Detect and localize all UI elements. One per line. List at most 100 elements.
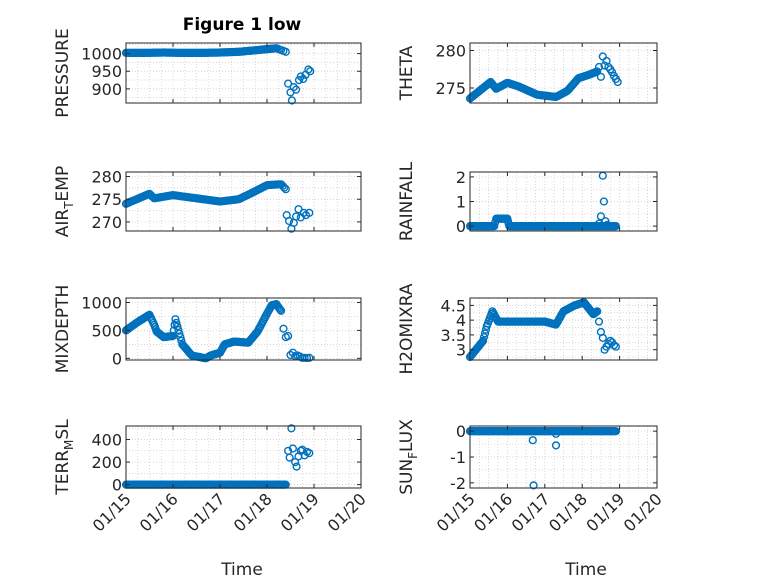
- data-point: [172, 318, 181, 327]
- data-point: [593, 67, 602, 76]
- data-point: [478, 337, 487, 347]
- y-tick-label: 2: [456, 168, 466, 187]
- axes-box: [469, 297, 658, 361]
- data-point: [598, 333, 607, 343]
- y-tick-label: 1000: [81, 293, 122, 312]
- data-point: [599, 197, 609, 206]
- data-point: [479, 333, 489, 342]
- y-tick-label: 270: [91, 213, 122, 232]
- y-tick-label: 4.5: [441, 296, 466, 315]
- data-point: [528, 436, 537, 445]
- y-axis-label: PRESSURE: [53, 28, 73, 117]
- y-tick-label: 3.5: [441, 326, 466, 345]
- data-point: [281, 47, 290, 56]
- data-point: [279, 324, 288, 333]
- data-point: [287, 424, 296, 433]
- data-point: [594, 317, 604, 326]
- data-point: [175, 329, 184, 338]
- subplot-mixdepth: 0 500 1000 MIXDEPTH: [53, 285, 362, 374]
- y-tick-label: 0: [112, 349, 122, 368]
- y-axis-label: AIRTEMP: [53, 166, 76, 237]
- data-point: [611, 222, 621, 231]
- data-point: [174, 325, 183, 335]
- y-tick-label: 500: [91, 321, 122, 340]
- y-tick-label: 950: [91, 62, 122, 81]
- data-point: [292, 462, 301, 471]
- y-tick-label: 280: [435, 42, 466, 61]
- figure-title: Figure 1 low: [183, 15, 302, 35]
- y-tick-label: 1000: [81, 45, 122, 64]
- y-tick-label: -1: [450, 448, 466, 467]
- data-point: [529, 481, 538, 490]
- data-point: [551, 441, 561, 450]
- data-point: [296, 72, 305, 81]
- data-point: [299, 74, 308, 84]
- data-point: [305, 353, 314, 362]
- axes-box: [125, 425, 362, 489]
- subplot-rainfall: 0 1 2 RAINFALL: [397, 161, 658, 241]
- data-point: [288, 444, 298, 453]
- y-tick-label: 275: [91, 190, 122, 209]
- data-point: [173, 322, 182, 331]
- axes-box: [469, 42, 658, 104]
- axes-box: [125, 171, 362, 232]
- y-tick-label: 0: [456, 422, 466, 441]
- data-point: [591, 308, 600, 317]
- y-axis-label: TERRMSL: [53, 419, 76, 496]
- data-point: [176, 333, 185, 342]
- y-tick-label: 280: [91, 168, 122, 187]
- y-tick-label: 3: [456, 341, 466, 360]
- y-tick-label: 275: [435, 79, 466, 98]
- data-point: [280, 183, 289, 192]
- data-point: [305, 208, 314, 217]
- data-point: [603, 220, 612, 230]
- data-point: [611, 427, 621, 436]
- y-tick-label: 200: [91, 453, 122, 472]
- data-point: [285, 453, 294, 462]
- data-point: [292, 85, 301, 94]
- y-tick-label: 1: [456, 193, 466, 212]
- y-tick-label: 0: [456, 217, 466, 236]
- y-tick-label: 4: [456, 311, 466, 330]
- data-point: [284, 331, 293, 341]
- axes-box: [125, 297, 362, 361]
- data-point: [171, 315, 180, 324]
- y-axis-label: MIXDEPTH: [53, 285, 73, 374]
- data-point: [600, 61, 609, 70]
- data-point: [299, 208, 308, 217]
- y-tick-label: 900: [91, 80, 122, 99]
- y-tick-label: 400: [91, 431, 122, 450]
- data-point: [593, 307, 602, 316]
- data-point: [304, 65, 313, 74]
- data-point: [604, 62, 613, 72]
- data-point: [305, 449, 314, 458]
- data-point: [551, 429, 561, 438]
- data-point: [490, 222, 499, 231]
- x-axis-label-right: Time: [564, 560, 607, 580]
- subplot-h2omixra: 33.544.5 H2OMIXRA: [397, 283, 658, 375]
- data-point: [287, 96, 297, 105]
- y-axis-label: SUNFLUX: [397, 419, 420, 495]
- data-point: [284, 79, 293, 88]
- data-point: [292, 212, 301, 221]
- data-point: [609, 341, 619, 350]
- y-tick-label: -2: [450, 474, 466, 493]
- data-point: [594, 62, 604, 72]
- data-point: [480, 329, 490, 338]
- data-point: [479, 336, 488, 345]
- data-point: [277, 306, 286, 315]
- y-axis-label: THETA: [397, 45, 417, 101]
- axes-box: [125, 42, 362, 104]
- data-point: [285, 216, 294, 226]
- data-point: [306, 67, 315, 76]
- data-point: [611, 342, 621, 351]
- y-axis-label: RAINFALL: [397, 161, 417, 241]
- y-tick-label: 0: [112, 476, 122, 495]
- data-point: [596, 212, 606, 221]
- subplot-air-temp: 270 275 280 AIRTEMP: [53, 166, 362, 237]
- data-point: [289, 82, 298, 92]
- y-axis-label: H2OMIXRA: [397, 283, 417, 374]
- data-point: [596, 72, 606, 81]
